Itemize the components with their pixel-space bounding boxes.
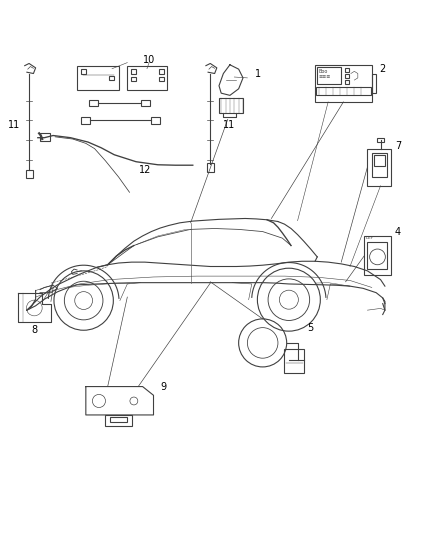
Bar	[131, 77, 136, 81]
Bar	[109, 76, 114, 80]
Bar	[378, 138, 384, 142]
Text: 12: 12	[138, 165, 151, 175]
Text: ≡≡≡: ≡≡≡	[318, 74, 331, 79]
Text: 5: 5	[307, 322, 314, 333]
Bar	[285, 350, 304, 374]
Bar	[372, 153, 387, 177]
Bar	[374, 155, 385, 166]
Text: 4: 4	[395, 227, 401, 237]
Bar	[345, 68, 349, 72]
Text: 11: 11	[8, 119, 20, 130]
Bar	[25, 169, 32, 179]
Bar	[159, 77, 164, 81]
Text: DEF: DEF	[365, 237, 373, 240]
Bar	[89, 100, 98, 106]
Text: 7: 7	[395, 141, 401, 151]
Text: 8: 8	[32, 325, 38, 335]
Bar	[317, 67, 341, 84]
Bar	[81, 69, 86, 75]
Bar	[367, 243, 387, 269]
Text: 10: 10	[143, 55, 155, 66]
Text: 9: 9	[160, 382, 166, 392]
Bar	[131, 69, 136, 75]
Bar	[40, 133, 50, 141]
Bar	[77, 66, 119, 90]
Bar	[219, 98, 243, 113]
Bar	[345, 74, 349, 78]
Text: 11: 11	[223, 119, 236, 130]
Bar	[151, 117, 160, 124]
Bar	[141, 100, 150, 106]
Bar	[159, 69, 164, 75]
Bar	[127, 66, 166, 90]
Bar	[345, 79, 349, 84]
Text: 1: 1	[255, 69, 261, 78]
Bar	[207, 163, 214, 172]
Text: Boo: Boo	[318, 69, 328, 74]
Bar	[315, 65, 372, 102]
Bar	[81, 117, 90, 124]
Bar	[364, 236, 391, 275]
Bar	[316, 87, 371, 95]
Bar	[110, 417, 127, 422]
Text: 2: 2	[380, 64, 386, 74]
Bar	[106, 415, 132, 426]
Bar	[367, 149, 392, 185]
Bar	[372, 74, 376, 93]
